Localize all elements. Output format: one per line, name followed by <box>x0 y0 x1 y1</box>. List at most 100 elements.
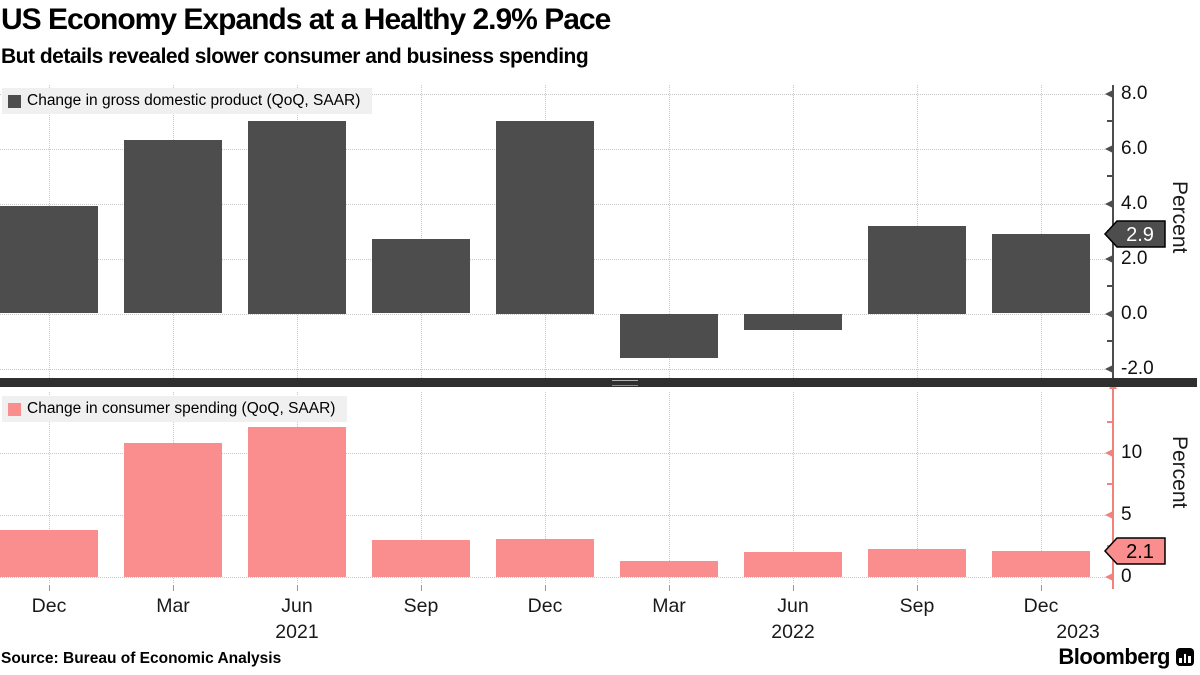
bar <box>0 206 98 314</box>
page-title: US Economy Expands at a Healthy 2.9% Pac… <box>1 3 611 36</box>
horizontal-gridline <box>0 93 1113 95</box>
bar <box>372 239 470 314</box>
bar <box>124 443 222 577</box>
bar <box>744 313 842 330</box>
x-axis-tick <box>1041 585 1042 591</box>
axis-minor-tick <box>1107 421 1112 423</box>
x-axis-tick-label: Dec <box>1023 595 1059 617</box>
x-axis-tick-label: Dec <box>527 595 563 617</box>
y-axis-tick-label: 4.0 <box>1121 192 1148 214</box>
y-axis-line <box>1112 388 1114 589</box>
y-axis-tick-label: -2.0 <box>1121 357 1154 379</box>
bar <box>496 121 594 314</box>
bar <box>744 552 842 577</box>
x-axis-tick <box>173 585 174 591</box>
divider-drag-handle-icon <box>612 380 638 386</box>
y-axis-tick-label: 0.0 <box>1121 302 1148 324</box>
gdp-legend-swatch <box>8 94 21 108</box>
panel-divider <box>0 378 1197 387</box>
vertical-gridline <box>669 392 670 583</box>
bar-chart-icon <box>1176 648 1194 666</box>
vertical-gridline <box>669 85 670 380</box>
axis-tick-arrow-icon <box>1105 199 1113 208</box>
x-axis-tick-label: Jun <box>281 595 313 617</box>
x-axis-tick-label: Mar <box>652 595 686 617</box>
axis-tick-arrow-icon <box>1105 309 1113 318</box>
vertical-gridline <box>1041 392 1042 583</box>
y-axis-tick-label: 5 <box>1121 504 1132 525</box>
x-axis-tick <box>669 585 670 591</box>
spending-legend: Change in consumer spending (QoQ, SAAR) <box>2 396 348 422</box>
horizontal-gridline <box>0 368 1113 370</box>
x-axis-tick-label: Sep <box>403 595 439 617</box>
spending-legend-swatch <box>8 402 21 416</box>
axis-tick-arrow-icon <box>1105 89 1113 98</box>
page-subtitle: But details revealed slower consumer and… <box>1 45 589 68</box>
x-axis-year-label: 2022 <box>771 621 815 643</box>
x-axis-tick <box>793 585 794 591</box>
gdp-bar-chart: 8.0 6.0 4.0 2.0 0.0 -2.0 Percent 2.9 <box>0 82 1200 392</box>
vertical-gridline <box>917 392 918 583</box>
current-value-badge: 2.9 <box>1103 219 1166 248</box>
vertical-gridline <box>421 392 422 583</box>
axis-minor-tick <box>1107 340 1112 342</box>
consumer-spending-bar-chart: 10 5 0 Percent 2.1 <box>0 382 1200 595</box>
bar <box>620 313 718 358</box>
vertical-gridline <box>49 392 50 583</box>
axis-minor-tick <box>1107 175 1112 177</box>
gdp-legend-label: Change in gross domestic product (QoQ, S… <box>27 92 361 109</box>
source-note: Source: Bureau of Economic Analysis <box>1 650 282 667</box>
bar <box>0 529 98 577</box>
axis-tick-arrow-icon <box>1105 511 1113 519</box>
axis-tick-arrow-icon <box>1105 254 1113 263</box>
axis-minor-tick <box>1107 285 1112 287</box>
bar <box>248 427 346 578</box>
bar <box>992 551 1090 577</box>
vertical-gridline <box>793 392 794 583</box>
y-axis-title: Percent <box>1168 436 1191 509</box>
vertical-gridline <box>1041 85 1042 380</box>
bar <box>124 140 222 314</box>
x-axis-tick-label: Mar <box>156 595 190 617</box>
axis-tick-arrow-icon <box>1105 449 1113 457</box>
x-axis-year-label: 2021 <box>275 621 319 643</box>
axis-tick-arrow-icon <box>1105 364 1113 373</box>
y-axis-tick-label: 8.0 <box>1121 82 1148 104</box>
bar <box>372 539 470 577</box>
bar <box>868 225 966 314</box>
x-axis-labels: Dec Mar Jun Sep Dec Mar Jun Sep Dec 2021 2022 2023 <box>0 585 1200 643</box>
axis-minor-tick <box>1107 483 1112 485</box>
vertical-gridline <box>545 392 546 583</box>
bar <box>620 560 718 577</box>
x-axis-tick-label: Sep <box>899 595 935 617</box>
x-axis-tick-label: Jun <box>777 595 809 617</box>
horizontal-gridline <box>0 453 1113 454</box>
x-axis-tick <box>917 585 918 591</box>
y-axis-tick-label: 6.0 <box>1121 137 1148 159</box>
x-axis-tick <box>421 585 422 591</box>
y-axis-tick-label: 0 <box>1121 566 1132 587</box>
y-axis-title: Percent <box>1168 181 1191 254</box>
gdp-legend: Change in gross domestic product (QoQ, S… <box>2 88 373 114</box>
x-axis-tick <box>49 585 50 591</box>
axis-tick-arrow-icon <box>1105 573 1113 581</box>
bloomberg-wordmark: Bloomberg <box>1058 644 1170 669</box>
y-axis-tick-label: 10 <box>1121 442 1143 463</box>
svg-text:2.9: 2.9 <box>1126 224 1154 246</box>
x-axis-tick <box>545 585 546 591</box>
svg-text:2.1: 2.1 <box>1126 541 1154 563</box>
y-axis-tick-label: 2.0 <box>1121 247 1148 269</box>
horizontal-gridline <box>0 515 1113 516</box>
axis-tick-arrow-icon <box>1105 144 1113 153</box>
vertical-gridline <box>421 85 422 380</box>
bar <box>496 538 594 577</box>
current-value-badge: 2.1 <box>1103 537 1166 565</box>
x-axis-year-label: 2023 <box>1056 621 1100 643</box>
spending-legend-label: Change in consumer spending (QoQ, SAAR) <box>27 400 336 417</box>
x-axis-tick <box>297 585 298 591</box>
x-axis-tick-label: Dec <box>31 595 67 617</box>
bar <box>868 548 966 577</box>
axis-minor-tick <box>1107 120 1112 122</box>
horizontal-gridline <box>0 577 1113 578</box>
